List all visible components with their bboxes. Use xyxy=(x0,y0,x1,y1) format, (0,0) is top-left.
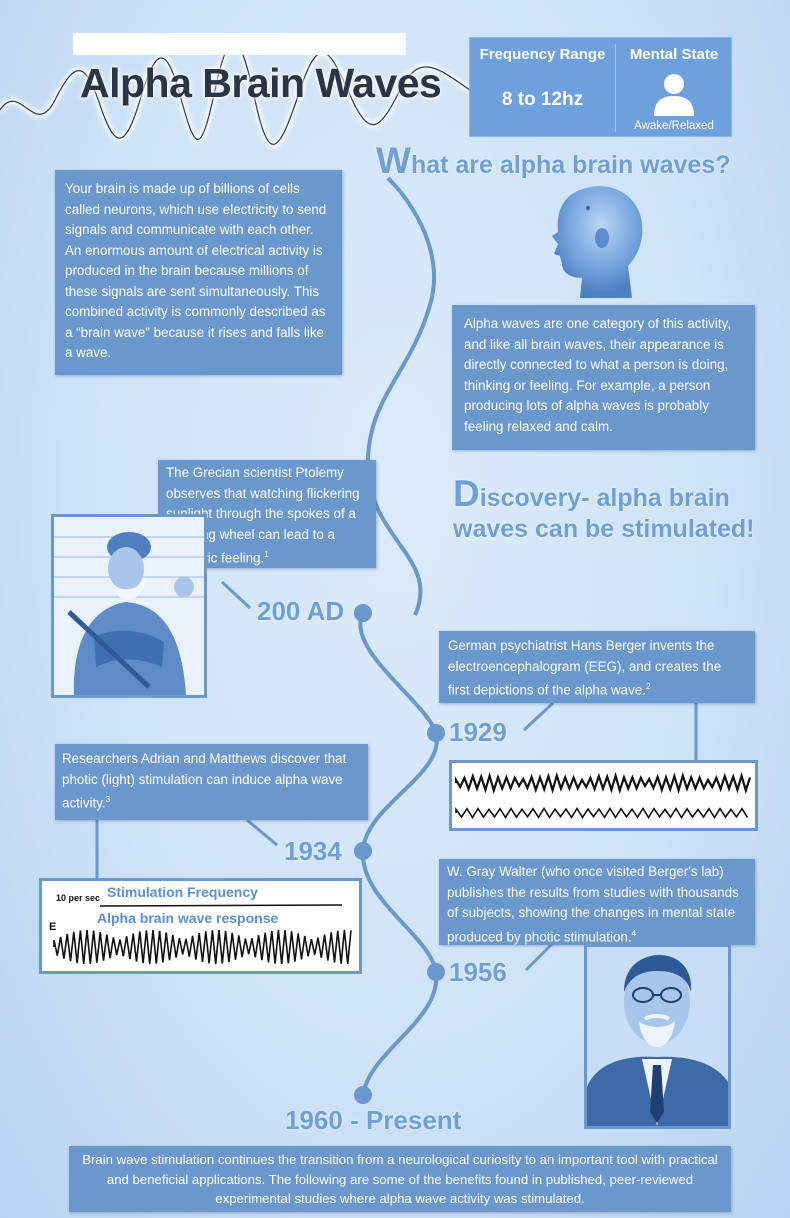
title-wave-decoration xyxy=(0,39,470,148)
frequency-range-label: Frequency Range xyxy=(479,46,606,63)
present-text: Brain wave stimulation continues the tra… xyxy=(82,1152,718,1206)
stimulation-frequency-label: Stimulation Frequency xyxy=(107,884,258,900)
mental-state-label: Mental State xyxy=(629,46,719,63)
adrian-matthews-text-box: Researchers Adrian and Matthews discover… xyxy=(55,744,368,820)
walter-text-box: W. Gray Walter (who once visited Berger'… xyxy=(439,859,755,945)
what-heading-rest: hat are alpha brain waves? xyxy=(410,151,731,179)
head-profile-icon xyxy=(552,186,643,298)
eeg-response-letter: E xyxy=(49,921,57,933)
person-icon xyxy=(654,74,694,116)
year-1956: 1956 xyxy=(449,957,507,987)
header-info-panel: Frequency Range 8 to 12hz Mental State A… xyxy=(469,37,732,137)
year-1960-present: 1960 - Present xyxy=(285,1105,462,1135)
alpha-waves-text-box: Alpha waves are one category of this act… xyxy=(452,305,755,450)
year-1929: 1929 xyxy=(449,717,507,747)
berger-eeg-traces xyxy=(454,771,752,820)
title-highlight-bar xyxy=(73,33,406,55)
ptolemy-portrait xyxy=(51,514,207,698)
ptolemy-engraving xyxy=(54,517,204,695)
stimulation-eeg-figure: 10 per sec Stimulation Frequency E Alpha… xyxy=(39,878,362,974)
berger-text-box: German psychiatrist Hans Berger invents … xyxy=(439,631,755,703)
adrian-matthews-footnote: 3 xyxy=(105,795,111,804)
panel-divider xyxy=(615,44,616,132)
eeg-scale-label: 10 per sec xyxy=(56,893,101,903)
ptolemy-text: The Grecian scientist Ptolemy observes t… xyxy=(166,465,360,566)
berger-eeg-figure xyxy=(449,760,758,831)
discovery-heading: Discovery- alpha brain waves can be stim… xyxy=(453,475,755,545)
intro-text: Your brain is made up of billions of cel… xyxy=(65,181,327,360)
alpha-response-label: Alpha brain wave response xyxy=(97,910,279,926)
discovery-heading-line2: waves can be stimulated! xyxy=(453,515,755,543)
walter-portrait xyxy=(584,944,731,1129)
what-heading: What are alpha brain waves? xyxy=(376,140,731,182)
stimulation-eeg-traces xyxy=(53,904,352,965)
intro-text-box: Your brain is made up of billions of cel… xyxy=(55,170,342,375)
frequency-range-value: 8 to 12hz xyxy=(501,89,584,110)
walter-footnote: 4 xyxy=(631,928,637,938)
ptolemy-footnote: 1 xyxy=(264,550,269,559)
year-200-ad: 200 AD xyxy=(257,596,345,626)
adrian-matthews-text: Researchers Adrian and Matthews discover… xyxy=(62,751,347,811)
berger-text: German psychiatrist Hans Berger invents … xyxy=(448,638,722,698)
discovery-heading-line1: iscovery- alpha brain xyxy=(479,484,730,512)
what-heading-cap: W xyxy=(376,140,411,181)
page-title: Alpha Brain Waves xyxy=(80,60,442,106)
year-1934: 1934 xyxy=(284,836,342,866)
alpha-waves-text: Alpha waves are one category of this act… xyxy=(464,316,731,434)
discovery-heading-cap: D xyxy=(453,473,480,514)
berger-footnote: 2 xyxy=(646,682,651,691)
walter-photo xyxy=(587,947,728,1126)
mental-state-value: Awake/Relaxed xyxy=(634,120,714,132)
walter-text: W. Gray Walter (who once visited Berger'… xyxy=(447,864,739,944)
present-text-box: Brain wave stimulation continues the tra… xyxy=(69,1146,731,1212)
